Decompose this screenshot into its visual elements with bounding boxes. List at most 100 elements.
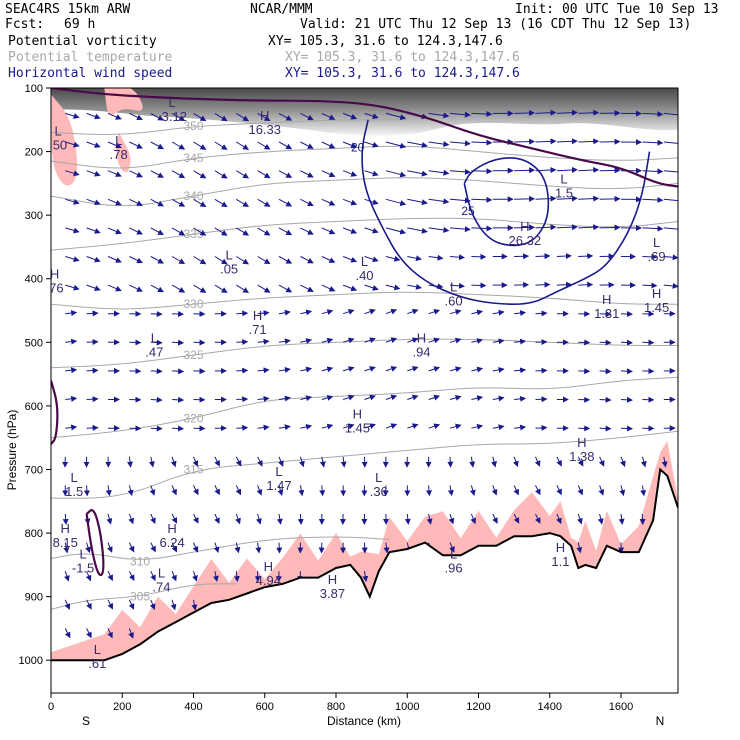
wind-arrow xyxy=(86,112,101,120)
wind-arrow xyxy=(471,309,484,316)
wind-arrow xyxy=(556,138,578,145)
wind-arrow xyxy=(170,599,177,611)
wind-arrow xyxy=(556,456,562,467)
hl-letter-10: L xyxy=(450,279,457,294)
y-tick-label: 600 xyxy=(25,401,43,413)
wind-arrow xyxy=(578,109,600,116)
hl-letter-19: L xyxy=(375,470,382,485)
wind-arrow xyxy=(385,170,407,178)
wind-arrow xyxy=(300,141,314,149)
wind-arrow xyxy=(65,227,80,234)
wind-arrow xyxy=(171,284,186,293)
hl-value-9: .76 xyxy=(46,281,64,296)
hl-letter-27: L xyxy=(158,566,165,581)
wind-arrow xyxy=(642,253,658,260)
wind-arrow xyxy=(278,256,293,264)
x-tick-label: 0 xyxy=(48,701,54,713)
wind-arrow xyxy=(276,542,283,554)
theta-contour-305 xyxy=(51,583,237,610)
wind-arrow xyxy=(407,255,422,262)
wind-arrow xyxy=(597,513,604,525)
wind-arrow xyxy=(534,456,541,467)
wind-arrow xyxy=(128,542,135,553)
theta-label-305: 305 xyxy=(130,590,150,604)
wind-arrow xyxy=(385,255,401,262)
wind-arrow xyxy=(578,138,600,145)
wind-arrow xyxy=(107,284,122,292)
wind-arrow xyxy=(171,170,186,179)
hl-value-17: 1.38 xyxy=(569,449,594,464)
wind-arrow xyxy=(321,423,334,430)
wind-speed-label-25: 25 xyxy=(461,204,475,218)
wind-arrow xyxy=(193,256,207,265)
wind-arrow xyxy=(599,396,612,403)
wind-arrow xyxy=(64,599,71,610)
hl-letter-26: H xyxy=(328,572,337,587)
wind-arrow xyxy=(257,112,271,122)
hl-letter-8: L xyxy=(361,254,368,269)
hl-value-5: 26.32 xyxy=(509,233,542,248)
wind-arrow xyxy=(278,338,291,345)
wind-arrow xyxy=(86,396,99,403)
wind-arrow xyxy=(385,423,398,429)
wind-arrow xyxy=(663,141,678,144)
wind-arrow xyxy=(150,227,164,235)
wind-arrow xyxy=(299,456,305,468)
wind-arrow xyxy=(235,485,242,496)
wind-arrow xyxy=(321,309,334,315)
hl-letter-28: L xyxy=(79,546,86,561)
pv-shaded-regions xyxy=(51,88,678,661)
wind-arrow xyxy=(428,112,450,119)
hl-value-12: 1.45 xyxy=(644,300,669,315)
wind-arrow xyxy=(449,337,462,344)
wind-arrow xyxy=(86,170,101,177)
wind-arrow xyxy=(86,367,99,374)
wind-arrow xyxy=(193,112,207,122)
wind-arrow xyxy=(171,256,186,264)
y-tick-label: 300 xyxy=(25,210,43,222)
wind-arrow xyxy=(236,112,250,122)
theta-contour-320 xyxy=(51,376,678,439)
hl-value-0: -3.12 xyxy=(157,109,187,124)
wind-arrow xyxy=(278,170,293,178)
wind-arrow xyxy=(300,284,314,292)
wind-arrow xyxy=(447,456,454,468)
wind-arrow xyxy=(107,227,122,235)
wind-arrow xyxy=(65,367,78,374)
hl-value-21: 8.15 xyxy=(53,535,78,550)
wind-arrow xyxy=(257,256,271,265)
wind-arrow xyxy=(150,284,164,293)
terrain-line xyxy=(51,467,678,662)
wind-arrow xyxy=(321,170,336,178)
wind-arrow xyxy=(407,170,428,177)
wind-arrow xyxy=(171,198,186,207)
wind-arrow xyxy=(235,456,242,467)
wind-arrow xyxy=(471,168,493,175)
wind-arrow xyxy=(492,513,498,524)
hl-value-14: .47 xyxy=(145,344,163,359)
wind-arrow xyxy=(535,367,548,374)
wind-arrow xyxy=(255,542,262,554)
wind-arrow xyxy=(172,368,185,375)
wind-arrow xyxy=(428,366,441,372)
wind-arrow xyxy=(449,168,471,175)
wind-arrow xyxy=(297,513,304,525)
wind-arrow xyxy=(407,394,419,401)
wind-arrow xyxy=(535,281,551,288)
hl-value-7: .05 xyxy=(220,262,238,277)
wind-arrow xyxy=(171,542,177,553)
x-tick-label: 400 xyxy=(184,701,202,713)
wind-arrow xyxy=(192,542,199,553)
wind-arrow xyxy=(171,571,177,582)
theta-contour-350 xyxy=(51,119,408,135)
wind-arrow xyxy=(407,366,419,372)
wind-arrow xyxy=(278,367,291,373)
wind-arrow xyxy=(129,112,143,121)
wind-arrow xyxy=(471,253,487,260)
wind-arrow xyxy=(235,513,241,525)
wind-arrow xyxy=(193,170,207,179)
wind-arrow xyxy=(276,513,283,525)
wind-arrow xyxy=(65,141,80,148)
pv-contour-surface-loop xyxy=(85,509,105,577)
wind-arrow xyxy=(234,542,241,554)
